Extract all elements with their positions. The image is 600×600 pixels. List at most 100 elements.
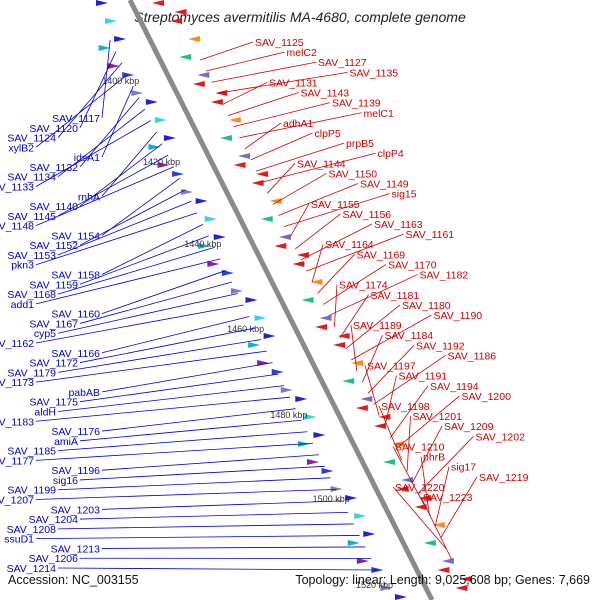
right-gene-label: SAV_1210 [395, 441, 445, 453]
right-leader [200, 41, 254, 61]
left-gene-label: SAV_1162 [0, 338, 34, 350]
right-leader [392, 486, 447, 550]
right-gene-label: SAV_1201 [413, 411, 463, 423]
right-leader [350, 325, 358, 372]
right-gene-label: SAV_1182 [420, 270, 469, 282]
forward-gene [207, 261, 220, 267]
left-gene-label: SAV_1153 [7, 250, 56, 262]
right-leader [367, 345, 415, 394]
right-gene-label: adhA1 [283, 118, 314, 130]
reverse-gene [360, 396, 373, 402]
left-leader [35, 442, 314, 461]
reverse-gene [228, 117, 241, 123]
forward-gene [354, 513, 367, 519]
right-leader [420, 456, 430, 516]
reverse-gene [432, 522, 445, 528]
left-leader [57, 523, 354, 530]
left-gene-label: SAV_1176 [51, 426, 100, 438]
right-leader [384, 375, 397, 427]
reverse-gene [269, 198, 282, 204]
reverse-gene [292, 261, 305, 267]
right-gene-label: phrB [423, 452, 445, 464]
right-gene-label: SAV_1131 [269, 77, 318, 89]
reverse-gene [383, 459, 396, 465]
left-gene-label: SAV_1183 [0, 416, 34, 428]
forward-gene [363, 531, 376, 537]
left-leader [57, 247, 215, 295]
topology-text: Topology: linear; Length: 9,025,608 bp; … [295, 573, 590, 587]
left-leader [79, 281, 233, 324]
scale-label: 1440 kbp [184, 239, 221, 249]
scale-label: 1420 kbp [143, 157, 180, 167]
right-leader [289, 203, 310, 238]
left-leader [57, 293, 238, 334]
reverse-gene [437, 567, 450, 573]
right-leader [351, 314, 432, 361]
right-leader [261, 152, 376, 183]
right-leader [306, 233, 404, 272]
forward-gene [304, 414, 317, 420]
forward-gene [221, 270, 234, 276]
forward-gene [380, 585, 393, 591]
reverse-gene [238, 153, 251, 159]
left-gene-label: pkn3 [11, 260, 34, 272]
reverse-gene [192, 81, 205, 87]
left-gene-label: SAV_1177 [0, 455, 34, 467]
left-leader [79, 419, 302, 442]
left-leader [101, 546, 366, 549]
right-gene-label: SAV_1202 [476, 431, 526, 443]
scale-label: 1480 kbp [270, 410, 307, 420]
reverse-gene [337, 333, 350, 339]
reverse-gene [256, 171, 269, 177]
left-gene-label: pabAB [68, 387, 100, 399]
left-leader [35, 396, 290, 422]
right-gene-label: SAV_1170 [388, 259, 437, 271]
forward-gene [248, 342, 261, 348]
reverse-gene [310, 279, 323, 285]
reverse-gene [296, 252, 309, 258]
left-leader [101, 223, 204, 275]
right-leader [228, 92, 299, 116]
right-gene-label: clpP5 [315, 128, 341, 140]
forward-gene [245, 297, 258, 303]
reverse-gene [274, 243, 287, 249]
left-gene-label: SAV_1133 [0, 181, 34, 193]
left-gene-label: SAV_1145 [7, 211, 56, 223]
right-leader [390, 385, 429, 439]
left-gene-label: aldH [34, 406, 56, 418]
forward-gene [107, 63, 120, 69]
right-gene-label: SAV_1192 [416, 340, 465, 352]
left-gene-label: add1 [11, 299, 35, 311]
right-leader [283, 193, 390, 228]
left-leader [101, 500, 343, 510]
right-gene-label: SAV_1161 [406, 229, 455, 241]
left-gene-label: amiA [54, 436, 78, 448]
forward-gene [356, 558, 369, 564]
right-leader [406, 416, 411, 472]
left-gene-label: SAV_1120 [29, 123, 78, 135]
forward-gene [271, 369, 284, 375]
right-leader [211, 61, 317, 83]
left-gene-label: sig16 [53, 475, 78, 487]
right-gene-label: SAV_1156 [343, 209, 392, 221]
left-leader [79, 511, 348, 520]
left-gene-label: SAV_1175 [29, 397, 78, 409]
left-gene-label: SAV_1167 [29, 318, 78, 330]
right-gene-label: melC2 [287, 47, 318, 59]
left-leader [57, 154, 169, 217]
left-gene-label: SAV_1199 [7, 485, 56, 497]
right-leader [244, 122, 282, 150]
right-leader [434, 466, 450, 527]
scale-label: 1520 kbp [356, 580, 393, 590]
left-gene-label: SAV_1154 [51, 230, 100, 242]
forward-gene [114, 36, 127, 42]
right-leader [412, 426, 443, 483]
right-leader [311, 244, 324, 283]
left-leader [35, 535, 360, 540]
right-leader [339, 294, 369, 338]
left-leader [79, 51, 117, 128]
forward-gene [213, 234, 226, 240]
right-leader [392, 446, 425, 505]
left-leader [101, 39, 111, 119]
right-leader [362, 335, 383, 383]
